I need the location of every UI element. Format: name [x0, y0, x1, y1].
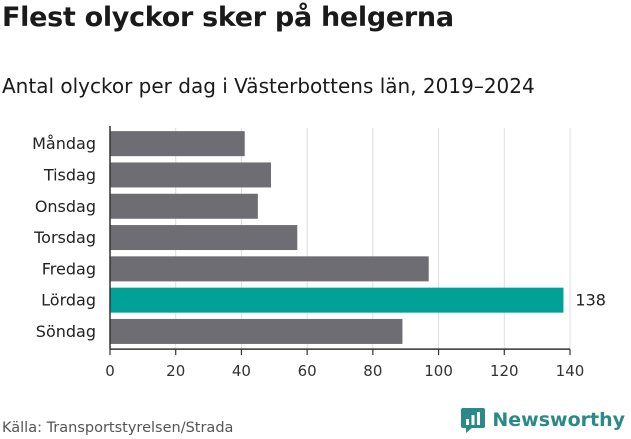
x-tick-label: 40: [232, 362, 251, 380]
bar: [110, 318, 403, 344]
chart-title: Flest olyckor sker på helgerna: [2, 2, 454, 33]
category-label: Lördag: [41, 291, 96, 310]
x-tick-label: 140: [556, 362, 585, 380]
newsworthy-chart-bubble-icon: [461, 408, 486, 433]
x-tick-label: 100: [424, 362, 453, 380]
bar: [110, 225, 298, 251]
category-label: Fredag: [42, 259, 96, 278]
x-tick-label: 0: [105, 362, 115, 380]
source-note: Källa: Transportstyrelsen/Strada: [2, 420, 234, 436]
category-label: Måndag: [32, 134, 96, 153]
bar: [110, 131, 245, 157]
bar: [110, 287, 564, 313]
category-label: Tisdag: [43, 165, 96, 184]
x-tick-label: 80: [363, 362, 382, 380]
brand-name: Newsworthy: [492, 409, 625, 431]
category-label: Söndag: [36, 322, 96, 341]
category-label: Onsdag: [35, 197, 96, 216]
data-label: 138: [575, 291, 606, 310]
chart-subtitle: Antal olyckor per dag i Västerbottens lä…: [2, 74, 535, 98]
x-tick-label: 60: [298, 362, 317, 380]
category-label: Torsdag: [33, 228, 96, 247]
newsworthy-logo: Newsworthy: [460, 406, 625, 434]
x-tick-label: 20: [166, 362, 185, 380]
bar: [110, 193, 258, 219]
bar: [110, 162, 271, 188]
x-tick-label: 120: [490, 362, 519, 380]
bar: [110, 256, 429, 282]
